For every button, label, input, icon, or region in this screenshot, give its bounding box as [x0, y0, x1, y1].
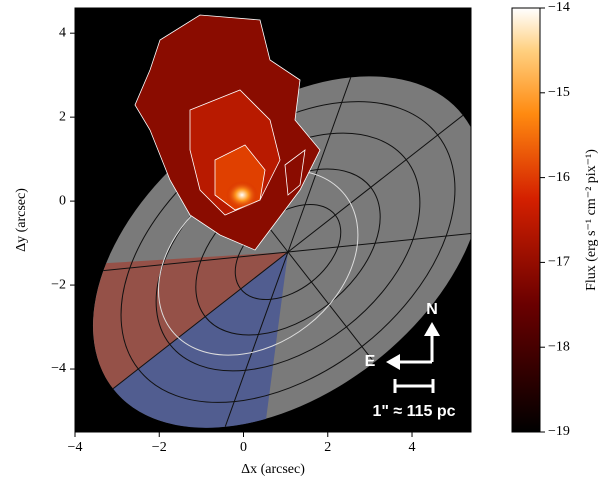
x-axis-label: Δx (arcsec) — [241, 462, 305, 477]
plot-frame — [74, 7, 472, 433]
colorbar-tick-label: −14 — [548, 0, 570, 15]
x-tick-label: 2 — [324, 440, 331, 455]
y-tick-label: 0 — [59, 193, 66, 208]
colorbar-tick-label: −16 — [548, 170, 570, 185]
east-label: E — [365, 353, 376, 370]
colorbar-tick-label: −18 — [548, 339, 570, 354]
colorbar-tick-label: −17 — [548, 255, 570, 270]
image — [75, 8, 471, 432]
x-tick-label: −4 — [68, 440, 83, 455]
y-tick-label: 2 — [59, 109, 66, 124]
colorbar-label: Flux (erg s⁻¹ cm⁻² pix⁻¹) — [584, 149, 599, 291]
x-tick-label: 0 — [240, 440, 247, 455]
north-label: N — [426, 301, 438, 318]
colorbar — [511, 7, 541, 433]
y-tick-label: 4 — [59, 25, 66, 40]
compass — [386, 322, 440, 393]
y-tick-label: −4 — [51, 361, 66, 376]
x-tick-label: 4 — [409, 440, 416, 455]
y-tick-label: −2 — [51, 277, 66, 292]
y-axis-label: Δy (arcsec) — [14, 188, 29, 252]
colorbar-tick-label: −19 — [548, 424, 570, 439]
colorbar-tick-label: −15 — [548, 85, 570, 100]
scale-label: 1" ≈ 115 pc — [372, 403, 455, 420]
x-tick-label: −2 — [152, 440, 167, 455]
